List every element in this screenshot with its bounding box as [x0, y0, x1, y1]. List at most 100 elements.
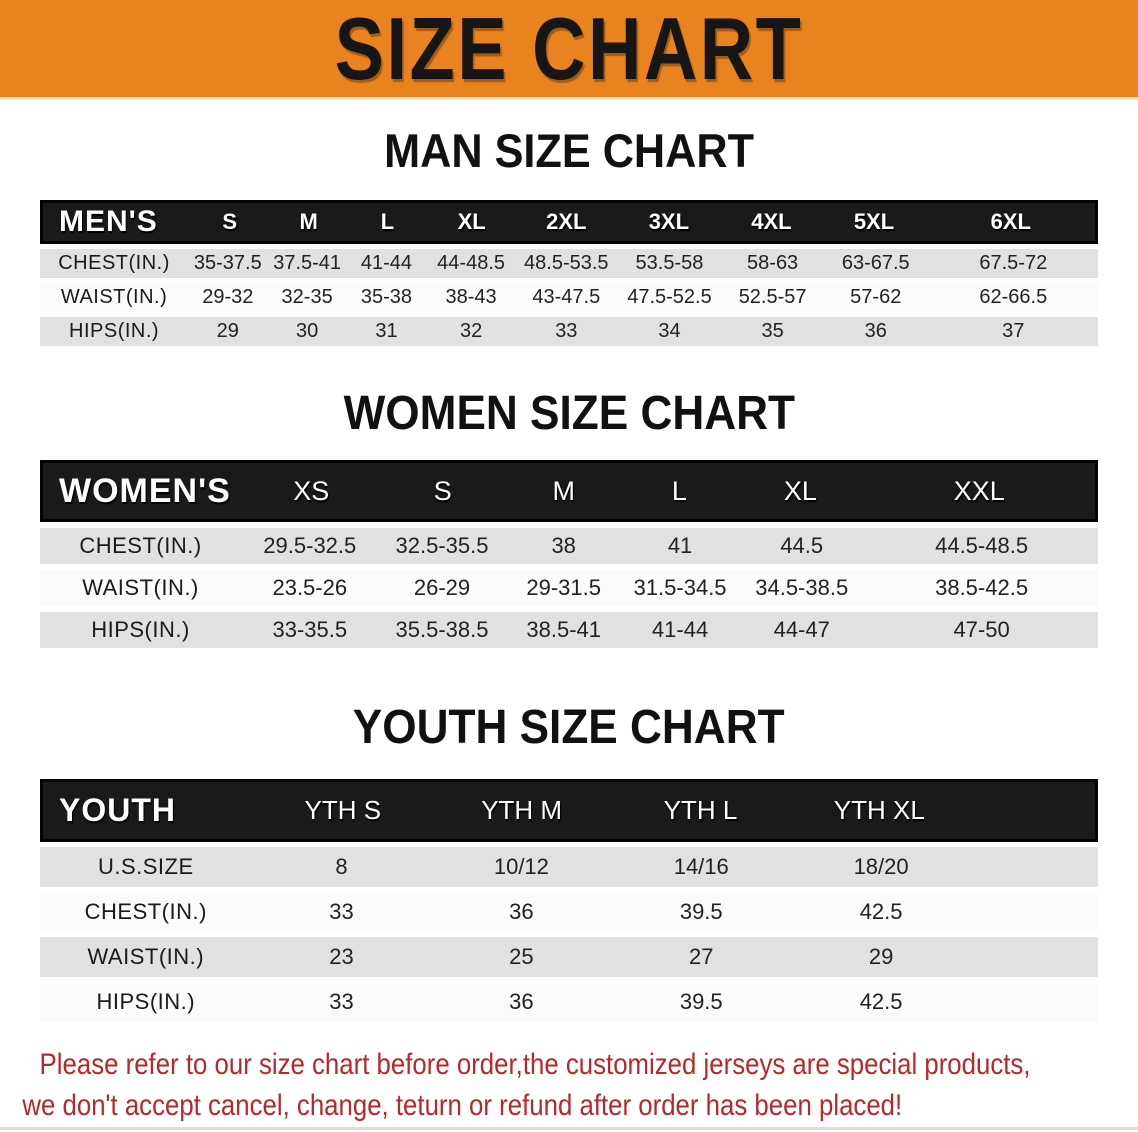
size-value-cell: 10/12 — [493, 854, 549, 879]
women-table-header-row: WOMEN'S XS S M L XL XXL — [40, 460, 1098, 522]
size-value-cell: 62-66.5 — [979, 286, 1048, 308]
size-value-cell: 44-47 — [773, 617, 830, 642]
men-corner-label: MEN'S — [59, 205, 158, 238]
men-size-column-header: S — [222, 209, 238, 234]
size-value-cell: 29-31.5 — [526, 575, 601, 600]
women-size-column-header: XS — [293, 475, 330, 506]
size-value-cell: 31.5-34.5 — [633, 575, 727, 600]
row-label: CHEST(IN.) — [58, 252, 170, 274]
size-value-cell: 58-63 — [747, 252, 799, 274]
size-value-cell: 41-44 — [360, 252, 413, 274]
size-value-cell: 8 — [335, 854, 348, 879]
women-size-column-header: XL — [783, 475, 817, 506]
size-value-cell: 34 — [658, 320, 681, 342]
men-size-column-header: L — [380, 209, 395, 234]
size-value-cell: 35-37.5 — [193, 252, 262, 274]
size-value-cell: 63-67.5 — [841, 252, 910, 274]
size-value-cell: 32.5-35.5 — [395, 533, 489, 558]
size-value-cell: 29.5-32.5 — [263, 533, 357, 558]
men-table-row: HIPS(IN.) 29 30 31 32 33 34 35 36 37 — [40, 317, 1098, 346]
women-size-chart-heading-text: WOMEN SIZE CHART — [343, 387, 795, 440]
youth-size-table: YOUTH YTH S YTH M YTH L YTH XL U.S.SIZE 8 10/12… — [40, 779, 1098, 1022]
size-value-cell: 48.5-53.5 — [524, 252, 609, 274]
row-label: WAIST(IN.) — [60, 286, 168, 308]
size-value-cell: 41 — [667, 533, 693, 558]
size-value-cell: 33 — [555, 320, 578, 342]
size-value-cell: 35.5-38.5 — [395, 617, 489, 642]
youth-size-chart-heading-text: YOUTH SIZE CHART — [353, 701, 785, 754]
size-value-cell: 57-62 — [850, 286, 902, 308]
women-size-chart-heading: WOMEN SIZE CHART — [0, 390, 1138, 438]
youth-size-column-header: YTH XL — [833, 795, 925, 825]
size-value-cell: 43-47.5 — [532, 286, 601, 308]
size-value-cell: 30 — [296, 320, 319, 342]
banner-title: SIZE CHART — [334, 0, 804, 98]
size-value-cell: 18/20 — [853, 854, 909, 879]
row-label: U.S.SIZE — [97, 854, 194, 879]
women-table-row: CHEST(IN.) 29.5-32.5 32.5-35.5 38 41 44.5 44.5… — [40, 528, 1098, 564]
size-value-cell: 34.5-38.5 — [755, 575, 849, 600]
size-value-cell: 44-48.5 — [437, 252, 506, 274]
size-value-cell: 14/16 — [673, 854, 729, 879]
men-size-table: MEN'S S M L XL 2XL 3XL 4XL 5XL 6XL CHEST(IN.) 35-37… — [40, 200, 1098, 346]
size-value-cell: 42.5 — [859, 899, 903, 924]
youth-size-column-header: YTH L — [663, 795, 738, 825]
size-value-cell: 23.5-26 — [272, 575, 348, 600]
size-value-cell: 35 — [761, 320, 784, 342]
men-size-column-header: M — [299, 209, 318, 234]
youth-corner-label: YOUTH — [59, 792, 176, 828]
men-size-column-header: XL — [457, 209, 486, 234]
row-label: HIPS(IN.) — [91, 617, 190, 642]
order-disclaimer: Please refer to our size chart before or… — [0, 1044, 1138, 1126]
row-label: WAIST(IN.) — [87, 944, 205, 969]
size-value-cell: 37 — [1002, 320, 1025, 342]
women-size-column-header: S — [433, 475, 452, 506]
size-value-cell: 39.5 — [679, 989, 723, 1014]
youth-size-chart-heading: YOUTH SIZE CHART — [0, 704, 1138, 752]
women-size-column-header: L — [671, 475, 687, 506]
size-value-cell: 29 — [216, 320, 239, 342]
men-table-header-row: MEN'S S M L XL 2XL 3XL 4XL 5XL 6XL — [40, 200, 1098, 244]
man-size-chart-heading-text: MAN SIZE CHART — [384, 124, 754, 177]
size-value-cell: 37.5-41 — [273, 252, 342, 274]
size-value-cell: 47-50 — [953, 617, 1010, 642]
youth-table-row: WAIST(IN.) 23 25 27 29 — [40, 937, 1098, 977]
men-size-column-header: 5XL — [853, 209, 895, 234]
youth-table-header-row: YOUTH YTH S YTH M YTH L YTH XL — [40, 779, 1098, 842]
row-label: HIPS(IN.) — [96, 989, 196, 1014]
size-value-cell: 33-35.5 — [272, 617, 348, 642]
disclaimer-line-2: we don't accept cancel, change, teturn o… — [22, 1089, 903, 1122]
men-table-row: WAIST(IN.) 29-32 32-35 35-38 38-43 43-47.5 47.… — [40, 283, 1098, 312]
size-value-cell: 29-32 — [202, 286, 254, 308]
size-value-cell: 53.5-58 — [635, 252, 704, 274]
size-value-cell: 38.5-42.5 — [935, 575, 1029, 600]
size-value-cell: 41-44 — [651, 617, 709, 642]
men-size-column-header: 4XL — [751, 209, 792, 234]
women-corner-label: WOMEN'S — [59, 471, 231, 510]
size-value-cell: 38.5-41 — [526, 617, 601, 642]
size-value-cell: 31 — [375, 320, 398, 342]
men-size-column-header: 6XL — [990, 209, 1031, 234]
size-value-cell: 38 — [551, 533, 576, 558]
size-value-cell: 23 — [329, 944, 354, 969]
youth-size-column-header: YTH S — [304, 795, 382, 825]
size-value-cell: 36 — [509, 899, 534, 924]
disclaimer-line-1: Please refer to our size chart before or… — [39, 1048, 1031, 1081]
size-value-cell: 38-43 — [445, 286, 497, 308]
size-value-cell: 27 — [689, 944, 714, 969]
women-size-table: WOMEN'S XS S M L XL XXL CHEST(IN.) 29.5-32.5 32.5… — [40, 460, 1098, 648]
size-value-cell: 39.5 — [679, 899, 723, 924]
row-label: CHEST(IN.) — [79, 533, 202, 558]
row-label: CHEST(IN.) — [84, 899, 207, 924]
women-size-column-header: XXL — [953, 475, 1005, 506]
size-value-cell: 36 — [864, 320, 887, 342]
size-value-cell: 32 — [459, 320, 483, 342]
youth-table-row: HIPS(IN.) 33 36 39.5 42.5 — [40, 982, 1098, 1022]
size-value-cell: 26-29 — [413, 575, 471, 600]
row-label: WAIST(IN.) — [82, 575, 199, 600]
youth-table-row: U.S.SIZE 8 10/12 14/16 18/20 — [40, 847, 1098, 887]
size-value-cell: 47.5-52.5 — [627, 286, 712, 308]
size-value-cell: 25 — [509, 944, 534, 969]
size-value-cell: 32-35 — [281, 286, 333, 308]
